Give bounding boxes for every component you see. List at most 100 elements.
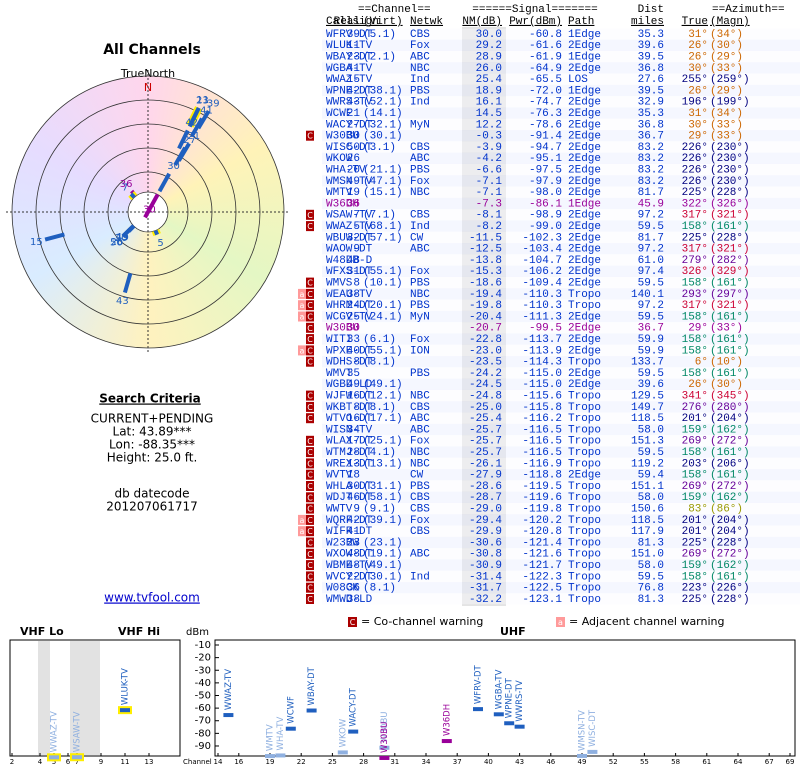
table-cell: (272°)	[710, 481, 750, 493]
table-cell: ABC	[410, 549, 430, 561]
warning-box	[298, 345, 306, 356]
table-group-header: Dist	[638, 4, 664, 16]
table-cell: WKBT-DT	[326, 402, 373, 414]
table-cell: (161°)	[710, 571, 750, 583]
signal-label: WKOW	[338, 718, 348, 747]
table-cell: -64.9	[529, 63, 562, 75]
table-row	[322, 265, 800, 277]
table-cell: (8.1)	[363, 583, 396, 595]
table-row	[322, 367, 800, 379]
table-cell: 97.2	[638, 244, 664, 256]
warning-box	[306, 447, 314, 458]
table-cell: 36.8	[638, 119, 664, 131]
signal-label: WSAW-TV	[73, 711, 83, 752]
table-header: Real	[334, 16, 360, 28]
table-cell: (2.1)	[363, 52, 396, 64]
table-cell: -119.5	[522, 481, 562, 493]
table-cell: 30	[347, 481, 360, 493]
table-cell: -113.7	[522, 334, 562, 346]
table-row	[322, 525, 800, 537]
table-cell: -116.5	[522, 447, 562, 459]
table-cell: CBS	[410, 526, 430, 538]
table-cell: WLAX-DT	[326, 436, 373, 448]
table-cell: Fox	[410, 266, 430, 278]
x-tick-label: 31	[390, 758, 399, 766]
table-cell: -72.0	[529, 85, 562, 97]
table-cell: -119.8	[522, 504, 562, 516]
table-cell: ABC	[410, 413, 430, 425]
table-cell: -31.4	[469, 571, 502, 583]
table-cell: (8.1)	[363, 402, 396, 414]
table-cell: 29°	[688, 323, 708, 335]
warning-box	[298, 288, 306, 299]
signal-bar	[285, 726, 296, 731]
table-cell: (25.1)	[363, 436, 403, 448]
table-cell: 158°	[682, 278, 708, 290]
table-cell: WPNE-DT	[326, 85, 373, 97]
table-group-header: ==Channel==	[358, 4, 431, 16]
table-cell: Tropo	[568, 424, 601, 436]
table-cell: 29.2	[476, 40, 502, 52]
table-cell: (55.1)	[363, 266, 403, 278]
table-cell: 2Edge	[568, 379, 601, 391]
table-cell: (272°)	[710, 549, 750, 561]
table-cell: 341°	[682, 391, 708, 403]
table-cell: CBS	[410, 504, 430, 516]
table-cell: (34°)	[710, 29, 743, 41]
table-cell: 35.3	[638, 108, 664, 120]
table-cell: 59.5	[638, 368, 664, 380]
signal-label: WMSN-TV	[578, 710, 588, 751]
table-cell: Tropo	[568, 391, 601, 403]
table-cell: 2Edge	[568, 153, 601, 165]
table-cell: Fox	[410, 176, 430, 188]
table-cell: (259°)	[710, 74, 750, 86]
x-tick-label: 22	[297, 758, 306, 766]
table-row	[322, 446, 800, 458]
warning-symbol: C	[307, 493, 313, 502]
table-cell: WBUW-DT	[326, 232, 373, 244]
table-cell: NBC	[410, 458, 430, 470]
table-cell: 61.0	[638, 255, 664, 267]
table-row	[322, 84, 800, 97]
warning-box	[298, 526, 306, 537]
signal-label: WPNE-DT	[505, 677, 515, 718]
warning-symbol: a	[300, 290, 305, 299]
table-cell: Ind	[410, 74, 430, 86]
table-cell: 36.7	[638, 323, 664, 335]
table-cell: 18	[347, 470, 360, 482]
table-cell: -0.3	[476, 131, 502, 143]
signal-label: WMTV	[266, 724, 276, 751]
table-cell: 39	[347, 29, 360, 41]
table-cell: 226°	[682, 176, 708, 188]
table-cell: 13	[347, 458, 360, 470]
signal-label: WWAZ-TV	[224, 669, 234, 710]
polar-label: 15	[30, 237, 43, 248]
table-cell: ABC	[410, 244, 430, 256]
table-cell: 118.5	[631, 515, 664, 527]
table-cell: -120.8	[522, 526, 562, 538]
warning-box	[298, 514, 306, 525]
table-cell: ABC	[410, 153, 430, 165]
table-cell: 36	[347, 198, 360, 210]
table-cell: 30.0	[476, 29, 502, 41]
table-cell: -30.9	[469, 560, 502, 572]
table-cell: W08CK	[326, 583, 359, 595]
table-cell: -28.6	[469, 481, 502, 493]
warning-box	[306, 594, 314, 604]
table-group-header: ==Azimuth==	[712, 4, 785, 16]
polar-station	[143, 193, 160, 219]
table-cell: -61.6	[529, 40, 562, 52]
table-row	[322, 299, 800, 311]
signal-label: WHA-TV	[276, 717, 286, 751]
table-row	[322, 288, 800, 300]
table-cell: WMTV	[326, 187, 353, 199]
table-cell: (23.1)	[363, 537, 403, 549]
x-tick-label: 64	[734, 758, 743, 766]
signal-bar	[120, 708, 130, 713]
table-cell: -60.8	[529, 29, 562, 41]
polar-title: All Channels	[103, 42, 201, 58]
table-header: Callsign	[326, 16, 379, 28]
table-cell: NBC	[410, 391, 430, 403]
table-cell: 26°	[688, 52, 708, 64]
site-link[interactable]: www.tvfool.com	[104, 591, 200, 605]
